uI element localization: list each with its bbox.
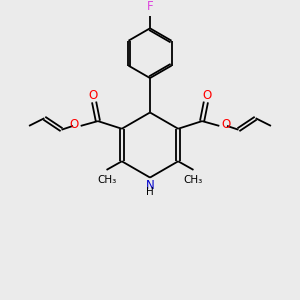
Text: H: H [146, 187, 154, 197]
Text: F: F [147, 0, 153, 13]
Text: N: N [146, 178, 154, 191]
Text: O: O [88, 89, 98, 102]
Text: CH₃: CH₃ [184, 175, 203, 185]
Text: O: O [69, 118, 79, 131]
Text: O: O [221, 118, 231, 131]
Text: O: O [202, 89, 212, 102]
Text: CH₃: CH₃ [97, 175, 116, 185]
